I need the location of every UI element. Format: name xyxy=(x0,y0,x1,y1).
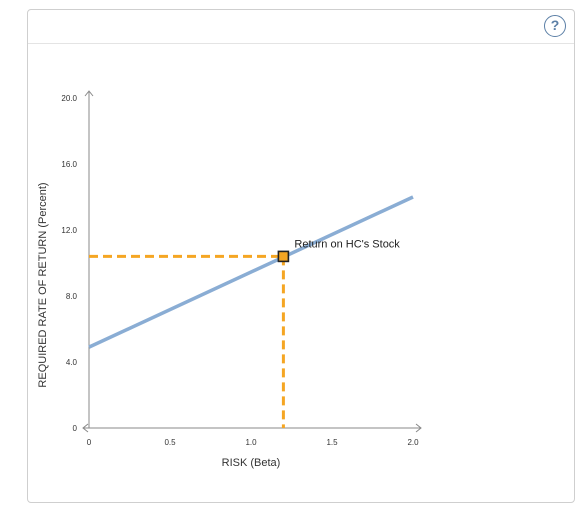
security-market-line xyxy=(88,195,414,349)
panel-header: ? xyxy=(28,10,574,44)
x-tick-label: 2.0 xyxy=(407,438,419,447)
axes xyxy=(82,90,422,433)
x-tick-label: 1.5 xyxy=(326,438,338,447)
help-button[interactable]: ? xyxy=(544,15,566,37)
y-axis-arrow xyxy=(84,90,94,97)
y-tick-label: 0 xyxy=(73,424,78,433)
y-axis-label: REQUIRED RATE OF RETURN (Percent) xyxy=(37,182,49,387)
y-tick-label: 12.0 xyxy=(61,226,77,235)
tick-labels: 0 0.5 1.0 1.5 2.0 0 4.0 8.0 12.0 16.0 20.0 xyxy=(61,94,419,447)
y-tick-label: 16.0 xyxy=(61,160,77,169)
point-marker xyxy=(277,250,290,263)
series xyxy=(88,195,414,349)
x-axis-left-arrow xyxy=(82,423,89,433)
point-annotation: Return on HC's Stock xyxy=(294,238,400,250)
x-tick-label: 0 xyxy=(87,438,92,447)
guide-lines xyxy=(89,254,285,428)
y-tick-label: 8.0 xyxy=(66,292,78,301)
x-tick-label: 1.0 xyxy=(245,438,257,447)
highlight-point[interactable] xyxy=(277,250,290,263)
x-tick-label: 0.5 xyxy=(164,438,176,447)
y-tick-label: 20.0 xyxy=(61,94,77,103)
x-axis-label: RISK (Beta) xyxy=(222,457,281,469)
x-axis-arrow xyxy=(415,423,422,433)
y-tick-label: 4.0 xyxy=(66,358,78,367)
